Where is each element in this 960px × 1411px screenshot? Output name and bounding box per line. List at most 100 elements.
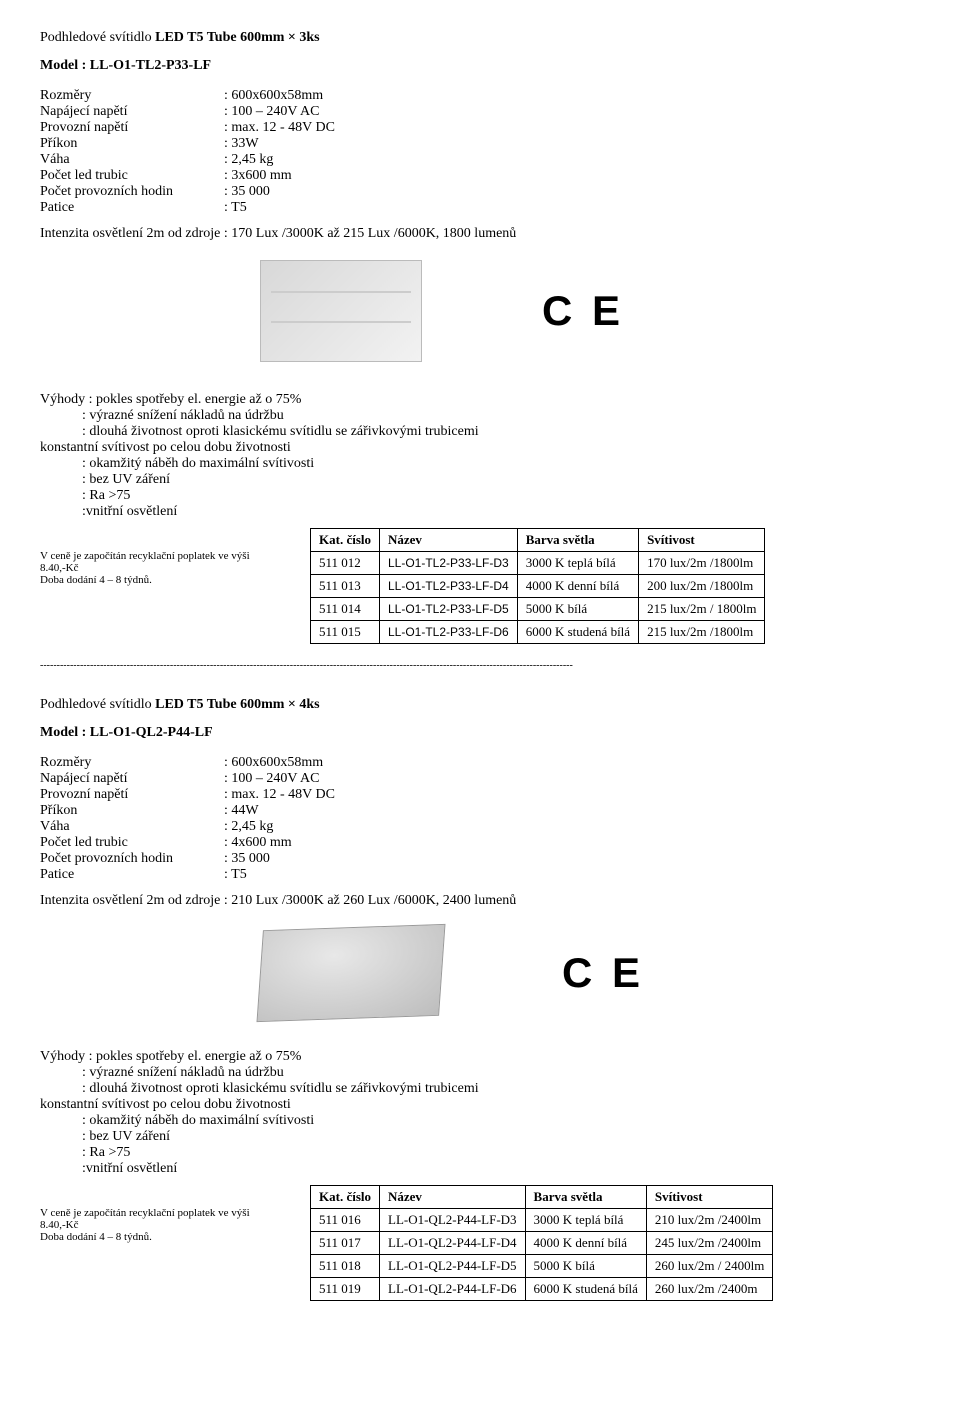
cell: LL-O1-QL2-P44-LF-D5 [380, 1255, 526, 1278]
note-and-table: V ceně je započítán recyklační poplatek … [40, 528, 920, 644]
cell: 5000 K bílá [525, 1255, 646, 1278]
product-title: Podhledové svítidlo LED T5 Tube 600mm × … [40, 30, 920, 46]
spec-label: Příkon [40, 803, 224, 819]
spec-table: Rozměry: 600x600x58mm Napájecí napětí: 1… [40, 88, 339, 216]
spec-label: Počet provozních hodin [40, 184, 224, 200]
cell: 3000 K teplá bílá [525, 1209, 646, 1232]
cell: 511 014 [311, 598, 380, 621]
cell: LL-O1-QL2-P44-LF-D6 [380, 1278, 526, 1301]
adv-item: :vnitřní osvětlení [40, 1161, 920, 1177]
spec-value: : max. 12 - 48V DC [224, 120, 339, 136]
note-line: 8.40,-Kč [40, 562, 290, 574]
adv-item: : dlouhá životnost oproti klasickému sví… [40, 424, 920, 440]
adv-item: : Ra >75 [40, 488, 920, 504]
price-note: V ceně je započítán recyklační poplatek … [40, 528, 290, 586]
spec-label: Patice [40, 867, 224, 883]
cell: 6000 K studená bílá [517, 621, 638, 644]
table-header: Kat. číslo [311, 1186, 380, 1209]
cell: 210 lux/2m /2400lm [646, 1209, 772, 1232]
variant-table: Kat. číslo Název Barva světla Svítivost … [310, 528, 765, 644]
spec-value: : 44W [224, 803, 339, 819]
spec-value: : 35 000 [224, 184, 339, 200]
cell: 215 lux/2m / 1800lm [639, 598, 765, 621]
model-label: Model : [40, 58, 90, 73]
spec-value: : 3x600 mm [224, 168, 339, 184]
cell: 511 018 [311, 1255, 380, 1278]
note-line: V ceně je započítán recyklační poplatek … [40, 1207, 290, 1219]
spec-value: : 4x600 mm [224, 835, 339, 851]
cell: 5000 K bílá [517, 598, 638, 621]
spec-label: Napájecí napětí [40, 104, 224, 120]
spec-value: : 33W [224, 136, 339, 152]
intensity-line: Intenzita osvětlení 2m od zdroje : 170 L… [40, 226, 920, 242]
adv-item: : výrazné snížení nákladů na údržbu [40, 1065, 920, 1081]
table-row: 511 016 LL-O1-QL2-P44-LF-D3 3000 K teplá… [311, 1209, 773, 1232]
model-line: Model : LL-O1-QL2-P44-LF [40, 725, 920, 741]
cell: 511 017 [311, 1232, 380, 1255]
cell: 6000 K studená bílá [525, 1278, 646, 1301]
product-image-icon [256, 924, 445, 1022]
table-row: 511 018 LL-O1-QL2-P44-LF-D5 5000 K bílá … [311, 1255, 773, 1278]
adv-plain: konstantní svítivost po celou dobu život… [40, 440, 920, 456]
spec-label: Váha [40, 152, 224, 168]
cell: 170 lux/2m /1800lm [639, 552, 765, 575]
table-header: Kat. číslo [311, 529, 380, 552]
table-row: 511 014 LL-O1-TL2-P33-LF-D5 5000 K bílá … [311, 598, 765, 621]
variant-table: Kat. číslo Název Barva světla Svítivost … [310, 1185, 773, 1301]
product-section-2: Podhledové svítidlo LED T5 Tube 600mm × … [40, 697, 920, 1301]
adv-item: : dlouhá životnost oproti klasickému sví… [40, 1081, 920, 1097]
table-row: 511 017 LL-O1-QL2-P44-LF-D4 4000 K denní… [311, 1232, 773, 1255]
spec-value: : T5 [224, 200, 339, 216]
spec-label: Počet led trubic [40, 835, 224, 851]
adv-item: : bez UV záření [40, 1129, 920, 1145]
cell: 245 lux/2m /2400lm [646, 1232, 772, 1255]
spec-value: : 35 000 [224, 851, 339, 867]
spec-value: : T5 [224, 867, 339, 883]
cell: 511 019 [311, 1278, 380, 1301]
price-note: V ceně je započítán recyklační poplatek … [40, 1185, 290, 1243]
cell: 511 015 [311, 621, 380, 644]
title-bold: LED T5 Tube 600mm × 4ks [155, 697, 320, 712]
table-row: 511 019 LL-O1-QL2-P44-LF-D6 6000 K stude… [311, 1278, 773, 1301]
cell: 3000 K teplá bílá [517, 552, 638, 575]
cell: LL-O1-QL2-P44-LF-D3 [380, 1209, 526, 1232]
image-row: C E [260, 927, 920, 1019]
cell: 260 lux/2m /2400m [646, 1278, 772, 1301]
cell: 260 lux/2m / 2400lm [646, 1255, 772, 1278]
adv-item: : Ra >75 [40, 1145, 920, 1161]
cell: 215 lux/2m /1800lm [639, 621, 765, 644]
ce-mark-icon: C E [562, 949, 644, 997]
note-and-table: V ceně je započítán recyklační poplatek … [40, 1185, 920, 1301]
adv-head: Výhody : pokles spotřeby el. energie až … [40, 392, 920, 408]
intensity-line: Intenzita osvětlení 2m od zdroje : 210 L… [40, 893, 920, 909]
spec-label: Počet led trubic [40, 168, 224, 184]
table-row: 511 015 LL-O1-TL2-P33-LF-D6 6000 K stude… [311, 621, 765, 644]
table-header: Název [380, 529, 518, 552]
product-image-icon [260, 260, 422, 362]
spec-label: Napájecí napětí [40, 771, 224, 787]
product-title: Podhledové svítidlo LED T5 Tube 600mm × … [40, 697, 920, 713]
note-line: V ceně je započítán recyklační poplatek … [40, 550, 290, 562]
adv-item: :vnitřní osvětlení [40, 504, 920, 520]
spec-label: Rozměry [40, 88, 224, 104]
spec-table: Rozměry: 600x600x58mm Napájecí napětí: 1… [40, 755, 339, 883]
advantages-block: Výhody : pokles spotřeby el. energie až … [40, 1049, 920, 1177]
cell: 511 016 [311, 1209, 380, 1232]
table-row: 511 013 LL-O1-TL2-P33-LF-D4 4000 K denní… [311, 575, 765, 598]
spec-value: : 600x600x58mm [224, 755, 339, 771]
model-value: LL-O1-QL2-P44-LF [90, 725, 213, 740]
model-label: Model : [40, 725, 90, 740]
spec-value: : 600x600x58mm [224, 88, 339, 104]
table-header: Barva světla [525, 1186, 646, 1209]
cell: LL-O1-TL2-P33-LF-D3 [380, 552, 518, 575]
adv-plain: konstantní svítivost po celou dobu život… [40, 1097, 920, 1113]
note-line: Doba dodání 4 – 8 týdnů. [40, 1231, 290, 1243]
spec-value: : 100 – 240V AC [224, 771, 339, 787]
spec-value: : 2,45 kg [224, 152, 339, 168]
spec-label: Provozní napětí [40, 120, 224, 136]
spec-value: : 2,45 kg [224, 819, 339, 835]
image-row: C E [260, 260, 920, 362]
table-header: Svítivost [639, 529, 765, 552]
note-line: 8.40,-Kč [40, 1219, 290, 1231]
model-line: Model : LL-O1-TL2-P33-LF [40, 58, 920, 74]
